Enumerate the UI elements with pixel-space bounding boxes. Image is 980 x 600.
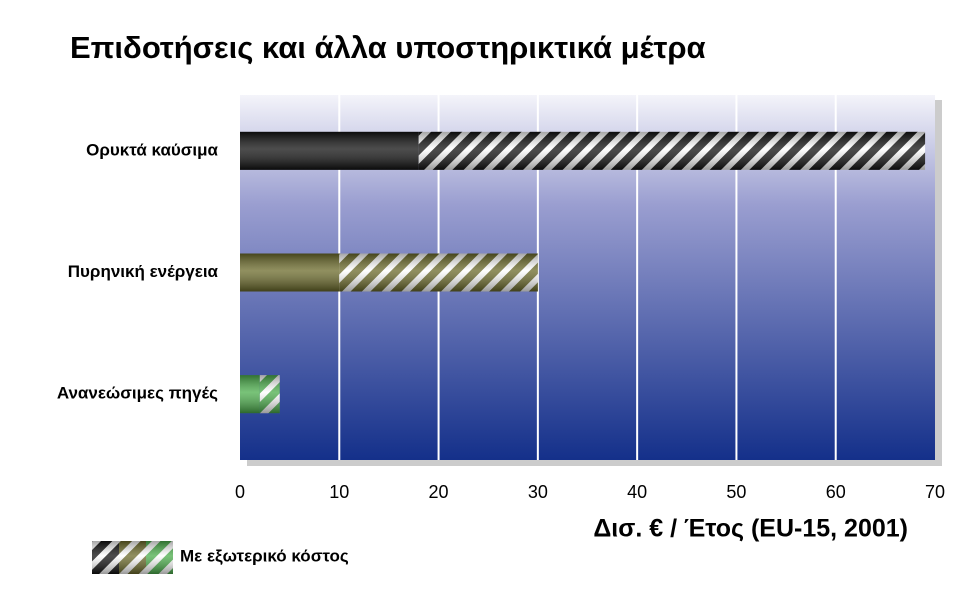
y-tick-label: Πυρηνική ενέργεια bbox=[68, 262, 219, 281]
category-label-bg bbox=[0, 257, 240, 288]
bar-segment-group bbox=[259, 375, 280, 414]
chart-title: Επιδοτήσεις και άλλα υποστηρικτικά μέτρα bbox=[70, 30, 706, 65]
x-tick-label: 40 bbox=[627, 482, 647, 502]
x-tick-label: 30 bbox=[528, 482, 548, 502]
bar-shading bbox=[339, 253, 538, 292]
x-tick-label: 70 bbox=[925, 482, 945, 502]
x-tick-label: 60 bbox=[826, 482, 846, 502]
bar-shading bbox=[418, 131, 926, 170]
y-tick-label: Ορυκτά καύσιμα bbox=[86, 140, 218, 159]
x-tick-label: 50 bbox=[726, 482, 746, 502]
x-tick-label: 10 bbox=[329, 482, 349, 502]
bar-segment-group bbox=[240, 131, 419, 170]
bar-shading bbox=[240, 131, 419, 170]
x-axis-title: Δισ. € / Έτος (EU-15, 2001) bbox=[593, 515, 908, 543]
category-label-bg bbox=[0, 135, 240, 166]
bar-shading bbox=[259, 375, 280, 414]
category-label-bg bbox=[0, 379, 240, 410]
bar-segment-group bbox=[418, 131, 926, 170]
bar-segment-group bbox=[240, 375, 260, 414]
legend-swatch-shading bbox=[92, 541, 173, 574]
legend bbox=[92, 541, 173, 574]
x-tick-label: 0 bbox=[235, 482, 245, 502]
bar-segment-group bbox=[339, 253, 538, 292]
bar-shading bbox=[240, 253, 340, 292]
legend-label: Με εξωτερικό κόστος bbox=[180, 546, 349, 565]
y-tick-label: Ανανεώσιμες πηγές bbox=[57, 384, 218, 403]
bar-segment-group bbox=[240, 253, 340, 292]
bar-shading bbox=[240, 375, 260, 414]
x-tick-label: 20 bbox=[429, 482, 449, 502]
